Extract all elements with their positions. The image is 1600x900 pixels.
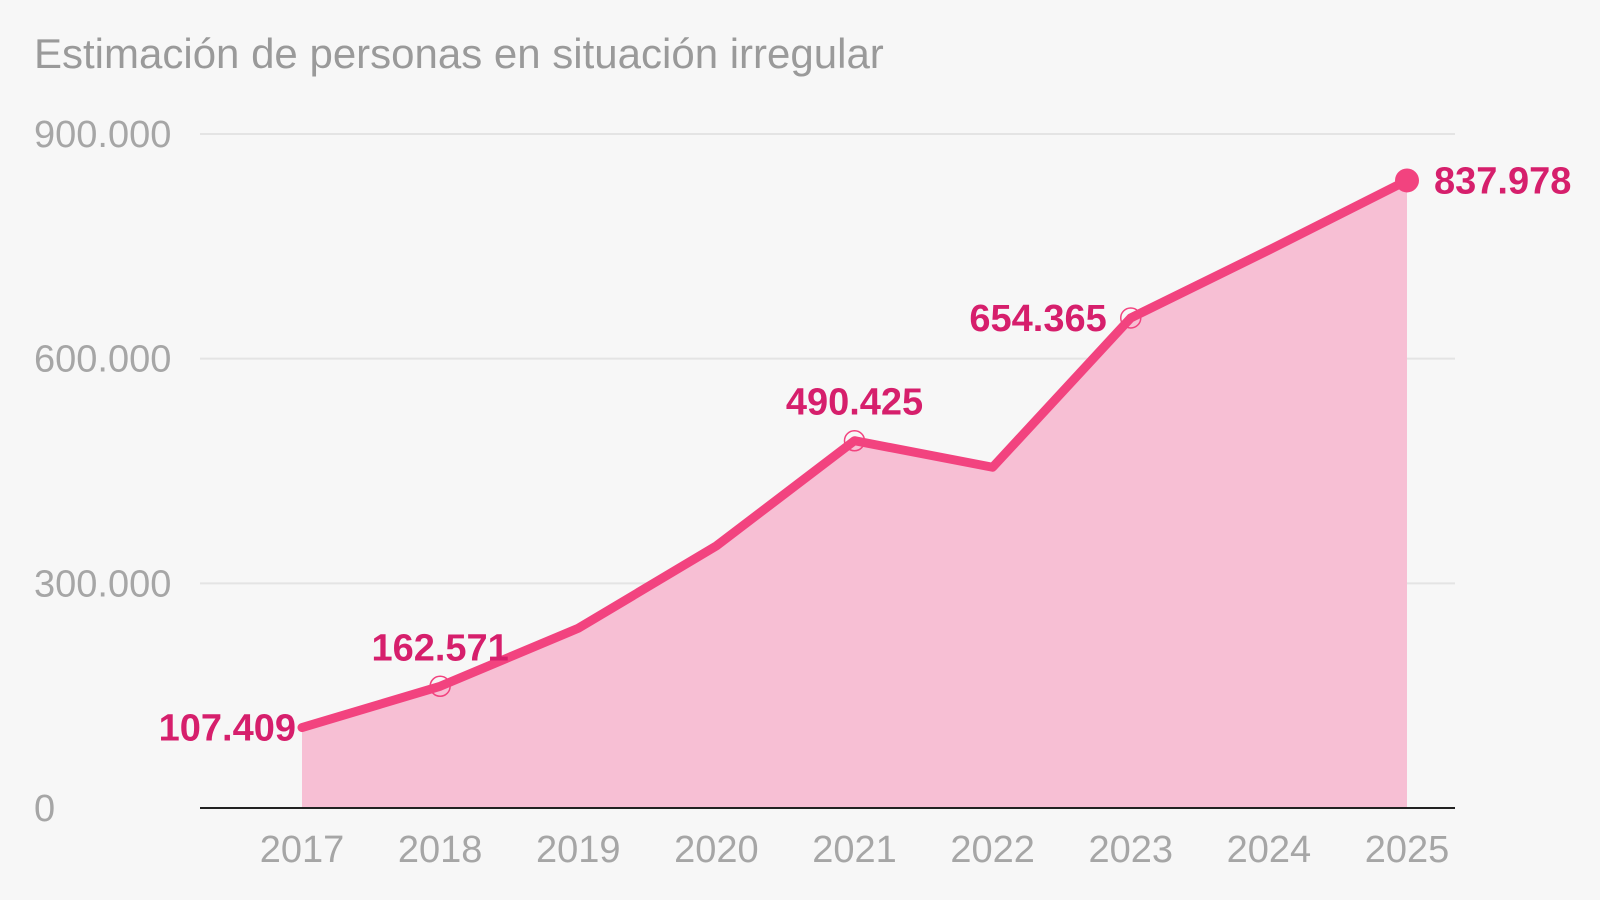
data-labels: 107.409 162.571 490.425 654.365 837.978: [159, 160, 1572, 749]
data-label: 107.409: [159, 708, 296, 750]
x-tick-label: 2022: [950, 829, 1035, 871]
x-tick-label: 2021: [812, 829, 897, 871]
data-point: [843, 429, 866, 452]
y-tick-label: 900.000: [34, 114, 171, 156]
y-tick-label: 300.000: [34, 563, 171, 605]
data-label: 162.571: [371, 627, 508, 669]
y-tick-label: 600.000: [34, 339, 171, 381]
data-point: [1120, 307, 1142, 329]
x-tick-label: 2024: [1227, 829, 1312, 871]
data-point-final: [1395, 168, 1419, 193]
data-label: 654.365: [969, 298, 1106, 340]
chart-title: Estimación de personas en situación irre…: [34, 30, 884, 77]
x-tick-label: 2017: [260, 829, 345, 871]
x-tick-label: 2020: [674, 829, 759, 871]
x-tick-label: 2019: [536, 829, 621, 871]
x-tick-label: 2018: [398, 829, 483, 871]
data-point: [429, 675, 451, 698]
area-fill: [302, 180, 1407, 809]
series-line: [297, 175, 1412, 733]
x-tick-label: 2025: [1365, 829, 1450, 871]
y-tick-label: 0: [34, 788, 55, 830]
y-axis-ticks: 0 300.000 600.000 900.000: [34, 114, 171, 830]
x-tick-label: 2023: [1088, 829, 1173, 871]
x-axis-ticks: 2017 2018 2019 2020 2021 2022 2023 2024 2025: [260, 829, 1450, 871]
data-points: [429, 168, 1419, 698]
data-label: 490.425: [786, 382, 923, 424]
data-label: 837.978: [1434, 160, 1571, 202]
